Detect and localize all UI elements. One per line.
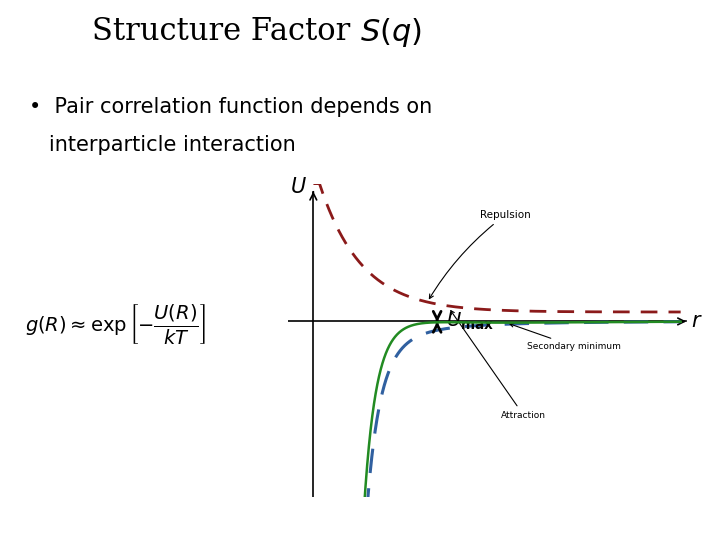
Text: Structure Factor: Structure Factor bbox=[92, 16, 360, 47]
Text: $\mathbf{\mathit{U}}$: $\mathbf{\mathit{U}}$ bbox=[290, 177, 307, 197]
Text: •  Pair correlation function depends on: • Pair correlation function depends on bbox=[29, 97, 432, 117]
Text: Secondary minimum: Secondary minimum bbox=[510, 323, 621, 351]
Text: $S(q)$: $S(q)$ bbox=[360, 16, 422, 49]
Text: Attraction: Attraction bbox=[451, 310, 546, 420]
Text: $\mathbf{\mathit{U}}_{\mathbf{max}}$: $\mathbf{\mathit{U}}_{\mathbf{max}}$ bbox=[446, 311, 494, 333]
Text: interparticle interaction: interparticle interaction bbox=[29, 135, 295, 155]
Text: Primary minimum: Primary minimum bbox=[0, 539, 1, 540]
Text: $g(R) \approx \exp\left[-\dfrac{U(R)}{kT}\right]$: $g(R) \approx \exp\left[-\dfrac{U(R)}{kT… bbox=[25, 302, 205, 346]
Text: Repulsion: Repulsion bbox=[429, 210, 531, 299]
Text: $\mathbf{\mathit{r}}$: $\mathbf{\mathit{r}}$ bbox=[691, 312, 703, 332]
